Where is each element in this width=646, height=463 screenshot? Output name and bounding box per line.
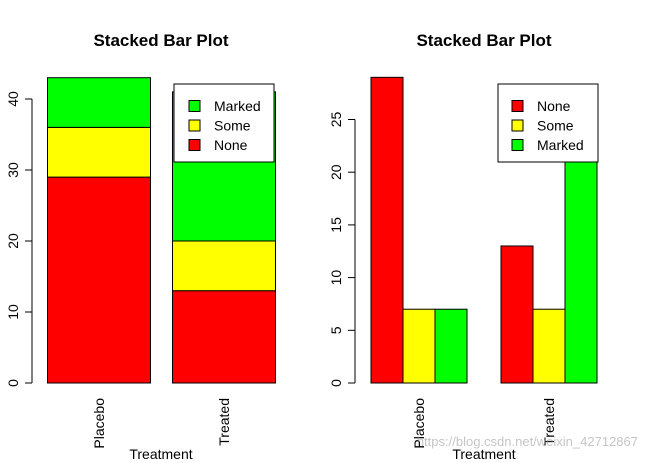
bar-some-placebo: [402, 308, 436, 384]
legend-swatch-none: [188, 139, 201, 151]
legend-swatch-marked: [188, 100, 201, 112]
x-tick-labels: Placebo Treated: [411, 398, 557, 449]
legend-swatch-marked: [511, 139, 524, 151]
legend: Marked Some None: [173, 83, 275, 163]
y-tick-label: 10: [5, 304, 21, 320]
y-tick-label: 40: [5, 91, 21, 107]
y-tick-label: 15: [328, 217, 344, 233]
x-tick-labels: Placebo Treated: [91, 398, 232, 449]
chart-title: Stacked Bar Plot: [416, 31, 551, 50]
legend: None Some Marked: [497, 83, 599, 163]
legend-swatch-some: [188, 119, 201, 132]
stacked-bar-panel: Stacked Bar Plot 0 10 20 30 40 Placebo Treate…: [5, 31, 276, 462]
y-tick-label: 0: [328, 379, 344, 387]
grouped-bar-panel: Stacked Bar Plot 0 5 10 15 20 25 Placebo Treat…: [328, 31, 599, 462]
bar-segment-some-treated: [172, 240, 276, 292]
y-tick-label: 30: [5, 162, 21, 178]
y-tick-label: 10: [328, 270, 344, 286]
y-tick-label: 25: [328, 112, 344, 128]
chart-title: Stacked Bar Plot: [93, 31, 228, 50]
x-tick-label: Treated: [541, 398, 557, 446]
legend-swatch-none: [511, 100, 524, 112]
y-axis: 0 10 20 30 40: [5, 91, 33, 387]
bar-none-placebo: [370, 76, 404, 384]
bars-group: [370, 76, 598, 384]
legend-label-some: Some: [214, 118, 251, 134]
legend-label-none: None: [214, 137, 248, 153]
legend-label-marked: Marked: [214, 98, 261, 114]
bar-segment-none-placebo: [47, 176, 151, 384]
legend-label-none: None: [537, 98, 571, 114]
x-axis-title: Treatment: [452, 446, 515, 462]
legend-label-some: Some: [537, 118, 574, 134]
watermark: https://blog.csdn.net/weixin_42712867: [416, 434, 638, 449]
y-tick-label: 0: [5, 379, 21, 387]
legend-swatch-some: [511, 119, 524, 132]
y-tick-label: 20: [328, 164, 344, 180]
bar-marked-treated: [564, 161, 598, 384]
x-tick-label: Placebo: [91, 398, 107, 449]
bar-some-treated: [532, 308, 566, 384]
bar-segment-some-placebo: [47, 126, 151, 178]
bar-none-treated: [500, 245, 534, 384]
y-axis: 0 5 10 15 20 25: [328, 112, 356, 387]
legend-label-marked: Marked: [537, 137, 584, 153]
x-tick-label: Placebo: [411, 398, 427, 449]
y-tick-label: 5: [328, 326, 344, 334]
y-tick-label: 20: [5, 233, 21, 249]
x-axis-title: Treatment: [129, 446, 192, 462]
x-tick-label: Treated: [216, 398, 232, 446]
bar-segment-none-treated: [172, 290, 276, 384]
bar-marked-placebo: [434, 308, 468, 384]
bar-segment-marked-placebo: [47, 77, 151, 128]
